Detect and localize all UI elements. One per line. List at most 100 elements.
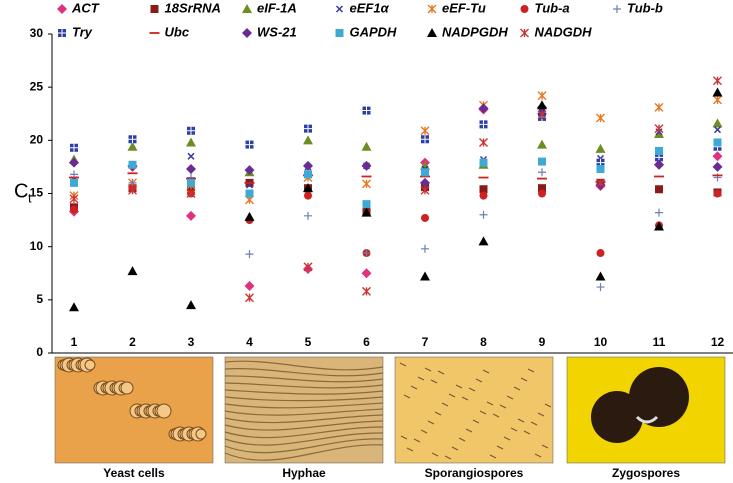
marker — [596, 178, 605, 188]
marker — [479, 185, 488, 194]
spore — [403, 394, 411, 399]
photo-caption: Zygospores — [612, 466, 680, 480]
spore — [441, 402, 449, 407]
y-axis-label-sub: t — [28, 190, 32, 205]
marker — [150, 5, 159, 13]
hypha — [224, 426, 384, 439]
marker — [186, 300, 196, 310]
marker — [242, 28, 252, 38]
marker-cross — [362, 106, 371, 115]
y-tick-label: 25 — [30, 79, 44, 93]
legend-label: 18SrRNA — [165, 0, 221, 15]
marker — [479, 191, 488, 200]
spore — [520, 377, 528, 382]
marker — [242, 4, 252, 13]
marker — [712, 87, 723, 97]
spore — [475, 378, 483, 383]
marker — [654, 221, 664, 231]
legend-label: NADPGDH — [442, 24, 508, 39]
legend-label: eEF1α — [350, 0, 390, 15]
marker — [421, 213, 429, 222]
spore — [513, 386, 521, 391]
legend-label: GAPDH — [350, 24, 398, 39]
marker — [361, 207, 372, 217]
spore — [492, 413, 500, 418]
spore — [434, 411, 442, 416]
spore — [468, 387, 476, 392]
legend-label: WS-21 — [257, 24, 297, 39]
spore — [510, 427, 518, 432]
x-tick-label: 7 — [422, 335, 429, 349]
spore — [537, 412, 545, 417]
marker — [244, 165, 255, 176]
marker-cross — [479, 120, 488, 129]
spore — [482, 369, 490, 374]
marker — [127, 141, 138, 151]
marker — [128, 135, 137, 144]
marker — [538, 184, 546, 193]
marker — [304, 124, 312, 133]
marker — [69, 302, 79, 312]
marker-cross — [187, 126, 195, 135]
y-axis-label: C — [14, 180, 28, 202]
photo-detail — [591, 367, 689, 443]
hypha — [224, 375, 384, 383]
legend-label: Ubc — [165, 24, 190, 39]
marker — [537, 91, 547, 101]
spore — [506, 395, 514, 400]
legend-label: NADGDH — [535, 24, 593, 39]
suspensor — [635, 415, 659, 424]
spore — [420, 429, 428, 434]
x-tick-label: 3 — [188, 335, 195, 349]
spore — [410, 385, 418, 390]
marker — [537, 139, 547, 149]
x-tick-label: 12 — [711, 335, 725, 349]
marker — [596, 249, 605, 258]
spore — [437, 370, 445, 375]
marker — [655, 146, 663, 155]
marker — [128, 160, 137, 169]
marker — [421, 244, 429, 253]
spore — [479, 410, 487, 415]
marker — [713, 189, 722, 198]
marker — [712, 161, 723, 172]
marker — [304, 211, 312, 220]
spore — [465, 428, 473, 433]
hypha — [224, 438, 384, 454]
marker — [335, 5, 344, 13]
marker — [303, 160, 313, 171]
zygospore — [629, 367, 689, 427]
spore — [541, 444, 549, 449]
marker — [245, 140, 254, 149]
marker — [303, 135, 313, 145]
marker — [186, 164, 196, 175]
hypha — [224, 360, 384, 371]
marker — [520, 28, 529, 38]
spore — [427, 420, 435, 425]
marker — [654, 124, 664, 134]
marker-cross — [58, 29, 66, 37]
marker — [427, 4, 437, 14]
x-tick-label: 8 — [480, 335, 487, 349]
marker — [187, 126, 195, 135]
x-tick-label: 11 — [653, 335, 666, 349]
x-tick-label: 4 — [246, 335, 253, 349]
photo-detail — [399, 362, 552, 460]
marker — [538, 189, 546, 198]
hypha — [224, 408, 384, 416]
hypha — [224, 444, 384, 461]
marker — [595, 271, 606, 281]
marker — [187, 152, 195, 160]
legend-label: Tub-a — [535, 0, 570, 15]
spore — [417, 376, 425, 381]
y-tick-label: 30 — [30, 26, 44, 40]
spore — [486, 401, 494, 406]
marker — [712, 118, 723, 128]
marker — [303, 183, 313, 193]
photo-detail — [57, 357, 207, 442]
x-tick-label: 5 — [305, 335, 312, 349]
marker — [613, 5, 621, 13]
marker — [245, 293, 254, 303]
spore — [517, 418, 525, 423]
marker — [70, 205, 78, 214]
